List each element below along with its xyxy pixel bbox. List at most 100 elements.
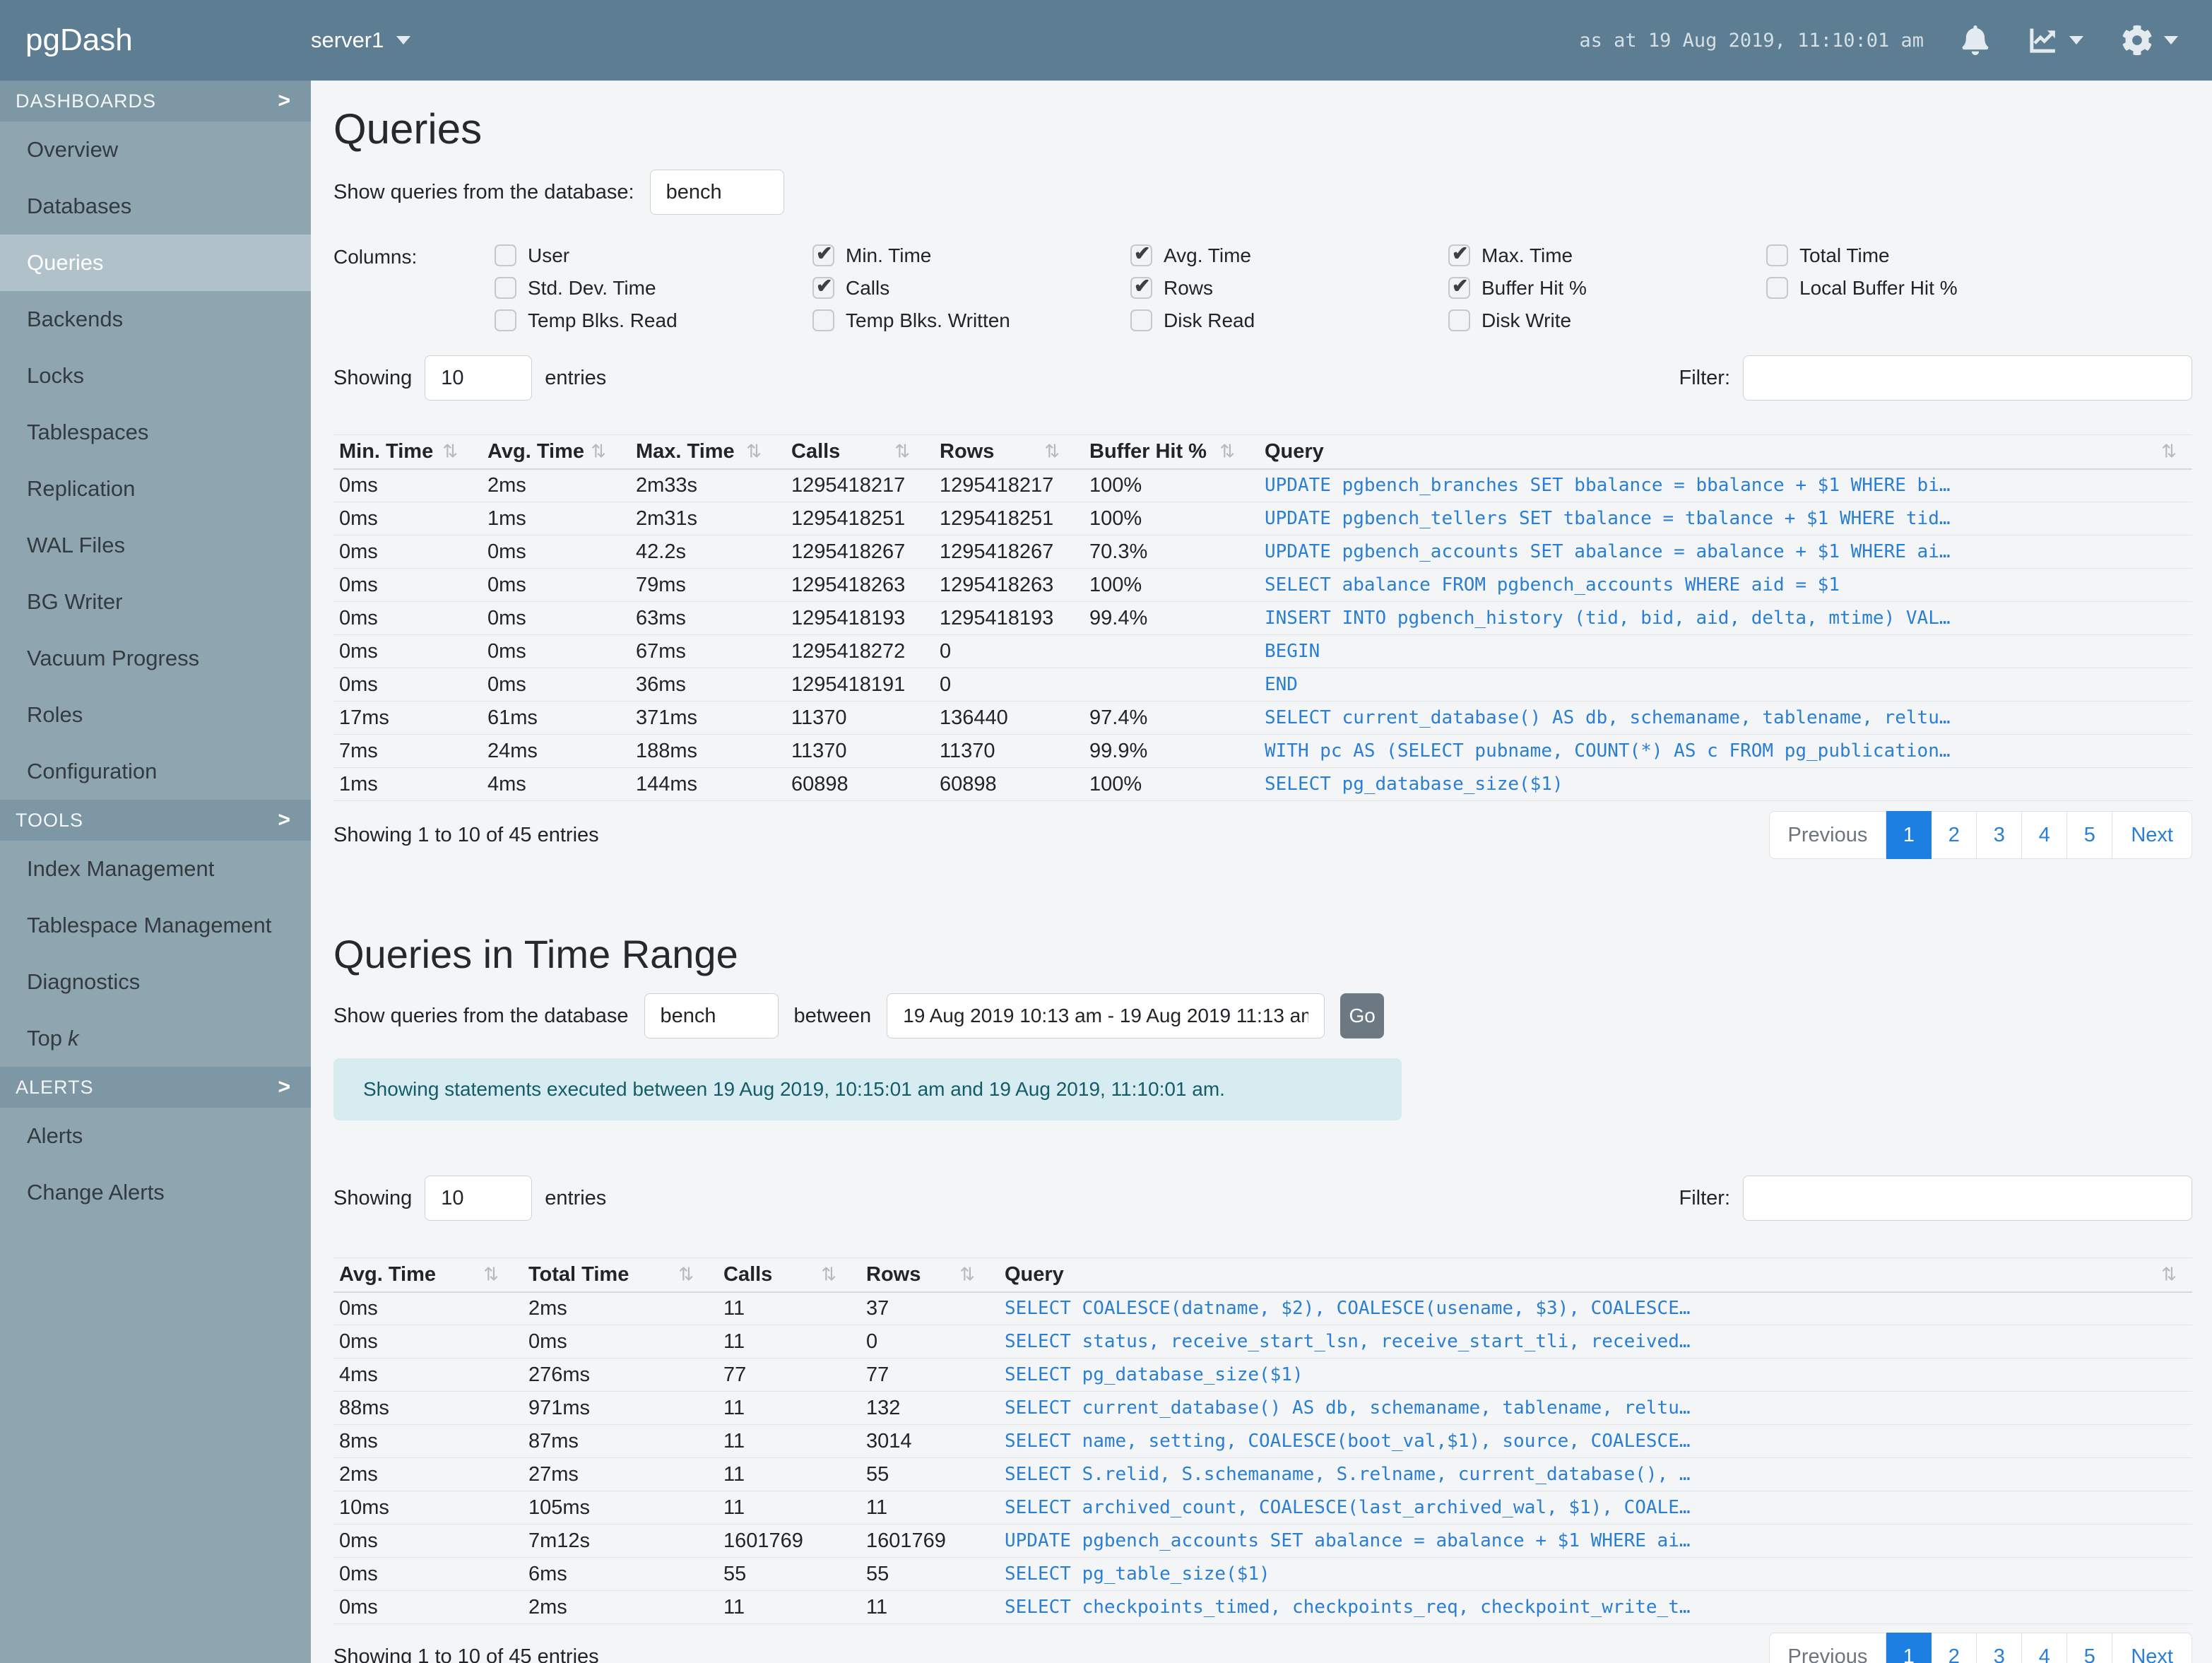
checkbox-calls[interactable] — [812, 274, 834, 299]
sidebar-item-bg-writer[interactable]: BG Writer — [27, 589, 123, 614]
sidebar-item-replication[interactable]: Replication — [27, 476, 136, 501]
sidebar-item-change-alerts[interactable]: Change Alerts — [27, 1180, 165, 1205]
pagination-next[interactable]: Next — [2112, 1633, 2192, 1663]
filter-input-range[interactable] — [1743, 1176, 2192, 1221]
column-header-avg-time[interactable]: Avg. Time ⇅ — [333, 1257, 523, 1293]
filter-input[interactable] — [1743, 355, 2192, 401]
checkbox-disk-read[interactable] — [1130, 309, 1152, 331]
checkbox-avg-time[interactable] — [1130, 242, 1152, 266]
info-alert: Showing statements executed between 19 A… — [333, 1058, 1402, 1120]
caret-down-icon — [396, 36, 411, 45]
sidebar-item-configuration[interactable]: Configuration — [27, 759, 158, 783]
query-link[interactable]: UPDATE pgbench_branches SET bbalance = b… — [1259, 468, 2192, 502]
query-link[interactable]: UPDATE pgbench_tellers SET tbalance = tb… — [1259, 502, 2192, 535]
database-input-range[interactable] — [644, 993, 779, 1038]
pagination-page-5[interactable]: 5 — [2067, 811, 2113, 859]
query-link[interactable]: SELECT pg_database_size($1) — [1259, 767, 2192, 801]
query-link[interactable]: UPDATE pgbench_accounts SET abalance = a… — [1259, 535, 2192, 569]
pagination-next[interactable]: Next — [2112, 811, 2192, 859]
checkbox-local-buffer-hit[interactable] — [1766, 277, 1788, 299]
checkbox-min-time[interactable] — [812, 242, 834, 266]
time-range-input[interactable] — [887, 993, 1325, 1038]
database-input[interactable] — [649, 170, 784, 215]
column-header-calls[interactable]: Calls ⇅ — [718, 1257, 860, 1293]
notifications-button[interactable] — [1962, 25, 1989, 55]
query-link[interactable]: SELECT S.relid, S.schemaname, S.relname,… — [999, 1457, 2192, 1491]
pagination-page-2[interactable]: 2 — [1932, 811, 1977, 859]
sidebar-item-alerts[interactable]: Alerts — [27, 1123, 83, 1148]
pagination-page-3[interactable]: 3 — [1977, 1633, 2023, 1663]
sidebar-item-backends[interactable]: Backends — [27, 307, 124, 331]
pagination-page-5[interactable]: 5 — [2067, 1633, 2113, 1663]
checkbox-disk-write[interactable] — [1448, 309, 1470, 331]
server-selector[interactable]: server1 — [311, 28, 411, 53]
checkbox-buffer-hit[interactable] — [1448, 274, 1470, 299]
checkbox-temp-blks-written[interactable] — [812, 309, 834, 331]
checkbox-max-time[interactable] — [1448, 242, 1470, 266]
sidebar-item-wal-files[interactable]: WAL Files — [27, 533, 125, 557]
table-row: 0ms 6ms 55 55 SELECT pg_table_size($1) — [333, 1557, 2192, 1591]
sidebar-item-databases[interactable]: Databases — [27, 194, 132, 218]
column-header-query[interactable]: Query ⇅ — [1259, 434, 2192, 470]
checkbox-rows[interactable] — [1130, 274, 1152, 299]
query-link[interactable]: SELECT archived_count, COALESCE(last_arc… — [999, 1491, 2192, 1525]
query-link[interactable]: END — [1259, 668, 2192, 702]
column-header-max-time[interactable]: Max. Time ⇅ — [630, 434, 786, 470]
query-link[interactable]: INSERT INTO pgbench_history (tid, bid, a… — [1259, 601, 2192, 635]
sidebar-item-queries[interactable]: Queries — [0, 235, 311, 291]
query-link[interactable]: SELECT checkpoints_timed, checkpoints_re… — [999, 1590, 2192, 1624]
pagination-page-1[interactable]: 1 — [1886, 811, 1932, 859]
sort-icon: ⇅ — [821, 1263, 836, 1285]
charts-dropdown[interactable] — [2027, 25, 2083, 56]
sidebar-item-top-k[interactable]: Top k — [27, 1026, 79, 1051]
app-brand[interactable]: pgDash — [25, 23, 133, 57]
query-link[interactable]: BEGIN — [1259, 634, 2192, 668]
column-header-rows[interactable]: Rows ⇅ — [860, 1257, 999, 1293]
sidebar-item-locks[interactable]: Locks — [27, 363, 84, 388]
sidebar-item-tablespace-management[interactable]: Tablespace Management — [27, 913, 272, 937]
column-header-avg-time[interactable]: Avg. Time ⇅ — [482, 434, 630, 470]
pagination-page-4[interactable]: 4 — [2022, 1633, 2068, 1663]
query-link[interactable]: WITH pc AS (SELECT pubname, COUNT(*) AS … — [1259, 734, 2192, 768]
query-link[interactable]: SELECT pg_table_size($1) — [999, 1557, 2192, 1591]
query-link[interactable]: SELECT name, setting, COALESCE(boot_val,… — [999, 1424, 2192, 1458]
sidebar-item-overview[interactable]: Overview — [27, 137, 119, 162]
sidebar-section-tools[interactable]: TOOLS > — [0, 800, 311, 841]
pagination-previous[interactable]: Previous — [1768, 1633, 1887, 1663]
sidebar-item-index-management[interactable]: Index Management — [27, 856, 215, 881]
query-link[interactable]: SELECT current_database() AS db, scheman… — [1259, 701, 2192, 735]
query-link[interactable]: UPDATE pgbench_accounts SET abalance = a… — [999, 1524, 2192, 1558]
query-link[interactable]: SELECT pg_database_size($1) — [999, 1358, 2192, 1392]
sidebar-section-alerts[interactable]: ALERTS > — [0, 1067, 311, 1108]
query-link[interactable]: SELECT status, receive_start_lsn, receiv… — [999, 1325, 2192, 1359]
pagination-previous[interactable]: Previous — [1768, 811, 1887, 859]
sidebar-item-vacuum-progress[interactable]: Vacuum Progress — [27, 646, 200, 670]
pagination-page-1[interactable]: 1 — [1886, 1633, 1932, 1663]
sidebar-item-roles[interactable]: Roles — [27, 702, 83, 727]
sidebar-item-tablespaces[interactable]: Tablespaces — [27, 420, 149, 444]
pagination-page-4[interactable]: 4 — [2022, 811, 2068, 859]
checkbox-total-time[interactable] — [1766, 244, 1788, 266]
checkbox-user[interactable] — [495, 244, 516, 266]
column-header-query[interactable]: Query ⇅ — [999, 1257, 2192, 1293]
checkbox-temp-blks-read[interactable] — [495, 309, 516, 331]
pagination-page-2[interactable]: 2 — [1932, 1633, 1977, 1663]
query-link[interactable]: SELECT current_database() AS db, scheman… — [999, 1391, 2192, 1425]
column-header-rows[interactable]: Rows ⇅ — [934, 434, 1084, 470]
sidebar-item-diagnostics[interactable]: Diagnostics — [27, 969, 141, 994]
column-header-total-time[interactable]: Total Time ⇅ — [523, 1257, 718, 1293]
column-header-calls[interactable]: Calls ⇅ — [786, 434, 934, 470]
go-button[interactable]: Go — [1340, 993, 1385, 1038]
checkbox-std-dev-time[interactable] — [495, 277, 516, 299]
queries-table: Min. Time ⇅ Avg. Time ⇅ Max. Time ⇅ Calls ⇅ … — [333, 434, 2192, 801]
column-header-min-time[interactable]: Min. Time ⇅ — [333, 434, 482, 470]
entries-count-input-range[interactable] — [425, 1176, 533, 1221]
entries-count-input[interactable] — [425, 355, 533, 401]
query-link[interactable]: SELECT abalance FROM pgbench_accounts WH… — [1259, 568, 2192, 602]
pagination-page-3[interactable]: 3 — [1977, 811, 2023, 859]
column-header-buffer-hit[interactable]: Buffer Hit % ⇅ — [1084, 434, 1259, 470]
settings-dropdown[interactable] — [2122, 25, 2178, 56]
caret-down-icon — [2164, 36, 2178, 45]
sidebar-section-dashboards[interactable]: DASHBOARDS > — [0, 81, 311, 122]
query-link[interactable]: SELECT COALESCE(datname, $2), COALESCE(u… — [999, 1291, 2192, 1325]
